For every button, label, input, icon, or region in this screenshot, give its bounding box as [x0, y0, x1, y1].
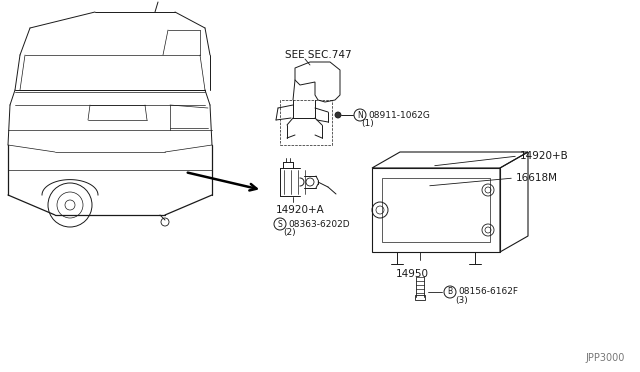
Text: 16618M: 16618M	[516, 173, 558, 183]
Text: (1): (1)	[362, 119, 374, 128]
Text: 08363-6202D: 08363-6202D	[288, 219, 349, 228]
Text: SEE SEC.747: SEE SEC.747	[285, 50, 351, 60]
Text: 14950: 14950	[396, 269, 429, 279]
Text: N: N	[357, 110, 363, 119]
Text: (2): (2)	[284, 228, 296, 237]
Text: (3): (3)	[456, 295, 468, 305]
Circle shape	[335, 112, 341, 118]
Text: B: B	[447, 288, 452, 296]
Text: JPP3000: JPP3000	[586, 353, 625, 363]
Text: 08156-6162F: 08156-6162F	[458, 288, 518, 296]
Text: 14920+A: 14920+A	[276, 205, 324, 215]
Text: 14920+B: 14920+B	[520, 151, 569, 161]
Text: 08911-1062G: 08911-1062G	[368, 110, 430, 119]
Text: S: S	[278, 219, 282, 228]
